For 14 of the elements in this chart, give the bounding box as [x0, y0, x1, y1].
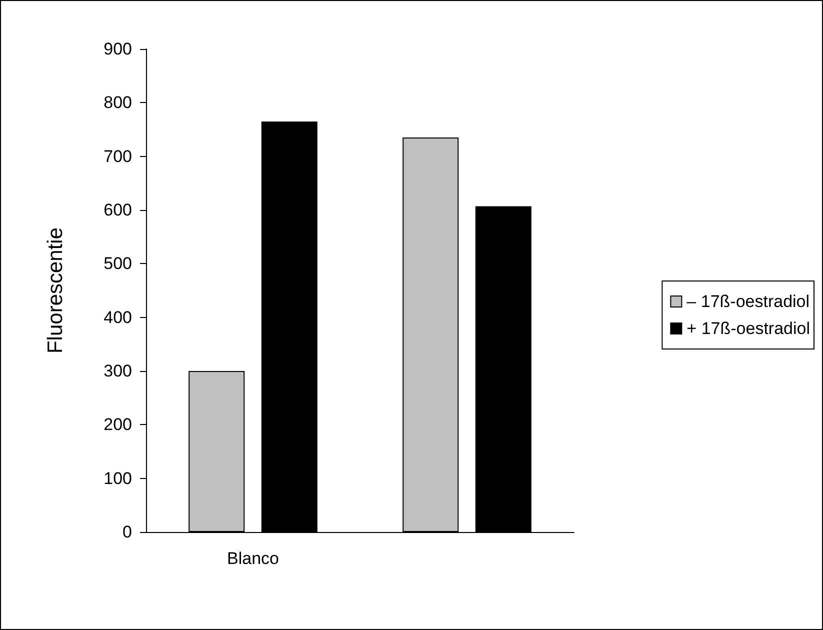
y-tick-label: 900 [104, 40, 132, 58]
x-tick-label: Blanco [227, 549, 279, 568]
y-tick-label: 500 [104, 254, 132, 274]
y-tick-label: 0 [122, 522, 132, 542]
y-tick-label: 200 [104, 415, 132, 434]
y-tick-label: 800 [104, 93, 132, 112]
y-tick-label: 700 [104, 146, 132, 166]
y-tick-label: 600 [104, 200, 132, 220]
y-tick-label: 100 [104, 468, 132, 488]
legend-label: + 17ß-oestradiol [686, 319, 810, 338]
y-tick-label: 300 [104, 362, 132, 380]
y-axis-title: Fluorescentie [44, 227, 67, 354]
y-tick-label: 400 [104, 308, 132, 327]
legend-label: – 17ß-oestradiol [686, 292, 810, 311]
